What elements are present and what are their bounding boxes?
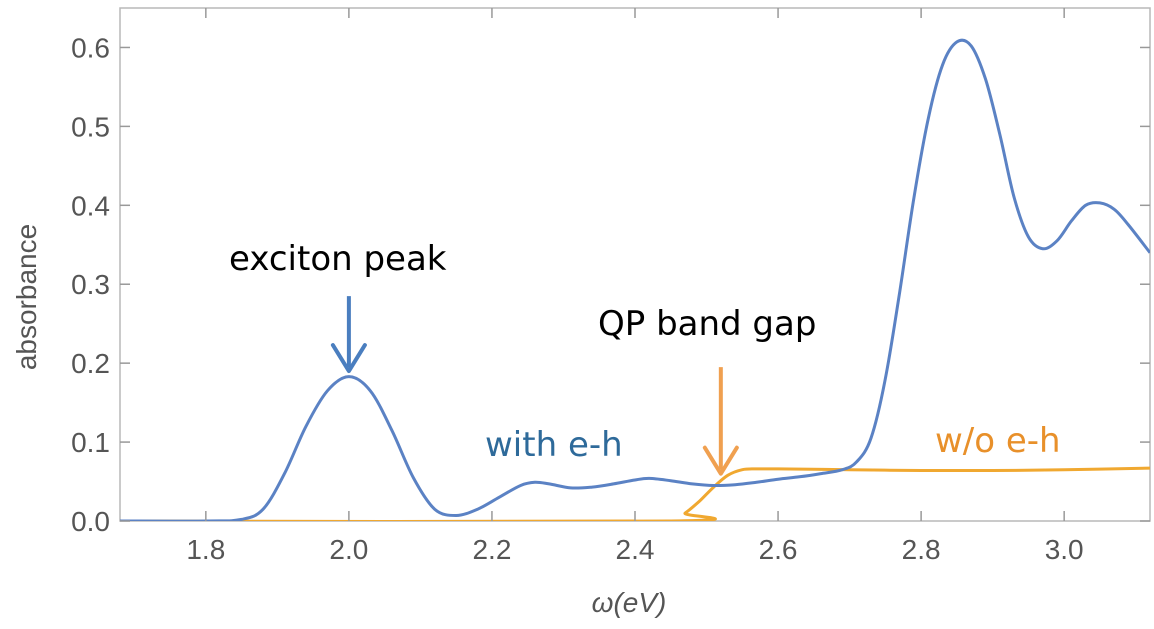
- x-tick-label: 1.8: [186, 534, 225, 565]
- series-line-without-eh: [120, 466, 1150, 521]
- annotation-without-eh: w/o e-h: [935, 421, 1061, 461]
- x-tick-label: 2.4: [616, 534, 655, 565]
- y-tick-label: 0.6: [71, 32, 110, 63]
- annotation-qp-band-gap: QP band gap: [598, 304, 816, 344]
- arrows-group: [330, 296, 739, 476]
- series-group: [120, 38, 1150, 521]
- x-tick-label: 3.0: [1045, 534, 1084, 565]
- x-axis-label: ω(eV): [592, 587, 667, 618]
- annotation-exciton-peak: exciton peak: [229, 239, 447, 279]
- ticks-group: 1.8 2.0 2.2 2.4 2.6 2.8 3.0 0.0 0.1 0.2 0.3 0.4 0.5 0…: [71, 8, 1150, 565]
- annotation-with-eh: with e-h: [485, 425, 623, 465]
- y-tick-label: 0.3: [71, 269, 110, 300]
- annotation-arrow-head: [702, 445, 739, 476]
- series-line-with-eh: [120, 38, 1150, 521]
- x-tick-label: 2.2: [472, 534, 511, 565]
- y-tick-label: 0.5: [71, 111, 110, 142]
- annotation-arrow-head: [330, 343, 367, 374]
- y-tick-label: 0.1: [71, 427, 110, 458]
- y-axis-label: absorbance: [11, 224, 42, 370]
- x-tick-label: 2.6: [759, 534, 798, 565]
- y-tick-label: 0.0: [71, 506, 110, 537]
- x-tick-label: 2.8: [902, 534, 941, 565]
- y-tick-label: 0.2: [71, 348, 110, 379]
- y-tick-label: 0.4: [71, 190, 110, 221]
- x-tick-label: 2.0: [329, 534, 368, 565]
